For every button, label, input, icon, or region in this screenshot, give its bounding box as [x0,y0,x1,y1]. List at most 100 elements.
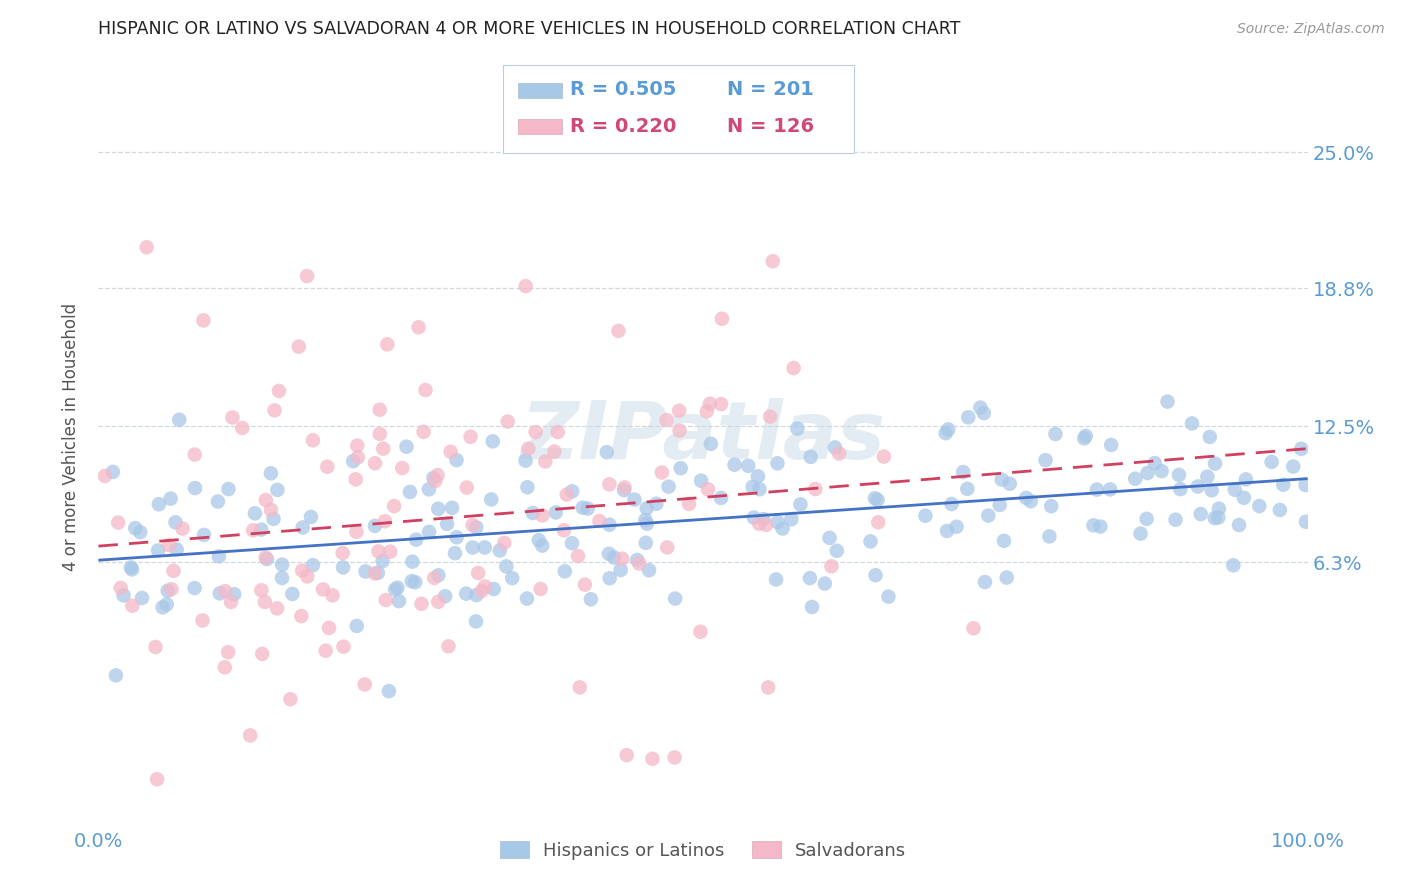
Point [1073,431,1095,445]
Point [516,480,538,494]
Point [344,472,367,486]
Point [759,409,782,424]
Point [219,595,242,609]
Point [193,313,215,327]
Point [956,482,979,496]
Point [280,692,302,706]
Point [465,588,488,602]
Point [690,474,713,488]
Point [1282,459,1305,474]
Point [1136,512,1159,526]
Point [208,586,231,600]
Point [474,541,496,555]
Point [1295,478,1317,492]
Point [465,520,488,534]
Point [131,591,153,605]
Point [332,546,354,560]
Point [1260,455,1282,469]
Point [346,619,368,633]
Point [256,552,278,566]
Point [641,752,664,766]
Point [263,403,285,417]
Point [260,503,283,517]
Point [710,397,733,411]
Point [766,515,789,529]
Point [263,512,285,526]
Point [678,497,700,511]
Legend: Hispanics or Latinos, Salvadorans: Hispanics or Latinos, Salvadorans [492,834,914,867]
Point [104,668,127,682]
Point [129,525,152,540]
Point [318,621,340,635]
Point [156,597,179,611]
Point [380,544,402,558]
Point [364,519,387,533]
Point [374,593,396,607]
Point [657,541,679,555]
Point [762,254,785,268]
Point [322,588,344,602]
Point [332,640,354,654]
Point [408,320,430,334]
Point [488,543,510,558]
Point [260,467,283,481]
Point [1035,453,1057,467]
Point [374,514,396,528]
Point [266,483,288,497]
Point [1204,511,1226,525]
Point [456,587,478,601]
Point [217,645,239,659]
Point [517,442,540,456]
Point [252,647,274,661]
Point [94,469,117,483]
Point [1198,430,1220,444]
Point [401,574,423,589]
Point [291,564,314,578]
Point [616,748,638,763]
Point [609,563,631,577]
Point [160,582,183,597]
Point [530,582,553,596]
Point [368,427,391,442]
Point [1268,503,1291,517]
Point [534,454,557,468]
Point [415,383,437,397]
Point [121,599,143,613]
Point [461,541,484,555]
Point [1197,469,1219,483]
Point [412,425,434,439]
Point [214,660,236,674]
Point [191,614,214,628]
Point [1181,417,1204,431]
Point [441,500,464,515]
Y-axis label: 4 or more Vehicles in Household: 4 or more Vehicles in Household [62,303,80,571]
Point [603,550,626,565]
Point [936,524,959,538]
Point [1099,438,1122,452]
Point [242,524,264,538]
Point [914,508,936,523]
Point [865,568,887,582]
Point [689,624,711,639]
Point [434,589,457,603]
Point [346,439,368,453]
Point [423,571,446,585]
Point [598,517,620,532]
Point [866,492,889,507]
Text: Source: ZipAtlas.com: Source: ZipAtlas.com [1237,22,1385,37]
Point [1015,491,1038,505]
Point [598,477,620,491]
Point [342,454,364,468]
Point [1019,494,1042,508]
Point [101,465,124,479]
Point [710,491,733,505]
Point [748,482,770,496]
Point [1045,427,1067,442]
Point [395,440,418,454]
Point [368,402,391,417]
Text: R = 0.220: R = 0.220 [569,117,676,136]
Point [747,469,769,483]
Point [804,482,827,496]
Point [391,461,413,475]
Point [988,498,1011,512]
